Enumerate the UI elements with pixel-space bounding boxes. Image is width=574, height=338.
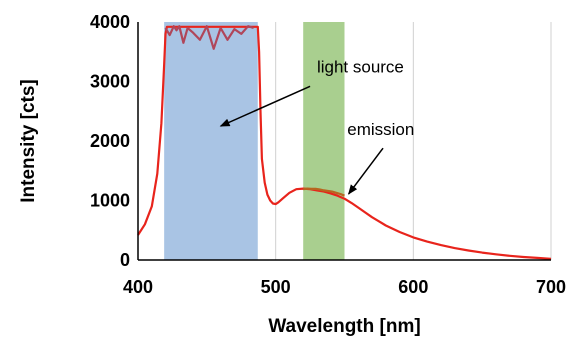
annotations: light source emission — [219, 58, 414, 195]
x-tick-labels: 400 500 600 700 — [123, 277, 566, 297]
highlight-bands — [164, 22, 345, 260]
y-tick-label: 4000 — [90, 12, 130, 32]
vertical-gridlines — [275, 22, 552, 260]
x-tick-label: 600 — [398, 277, 428, 297]
x-tick-label: 400 — [123, 277, 153, 297]
annotation-arrow — [348, 147, 384, 195]
y-tick-labels: 0 1000 2000 3000 4000 — [90, 12, 130, 270]
band-1 — [303, 22, 345, 260]
y-tick-label: 2000 — [90, 131, 130, 151]
x-tick-label: 500 — [261, 277, 291, 297]
x-axis-title: Wavelength [nm] — [268, 316, 420, 337]
annotation-arrow — [219, 85, 311, 127]
series-line-2 — [303, 187, 345, 197]
axes — [137, 22, 551, 261]
annotation-label: emission — [347, 120, 414, 139]
y-axis-title: Intensity [cts] — [18, 79, 39, 203]
x-tick-label: 700 — [536, 277, 566, 297]
series-line-1 — [164, 25, 254, 50]
band-0 — [164, 22, 258, 260]
series-lines — [137, 25, 552, 260]
y-tick-label: 1000 — [90, 191, 130, 211]
annotation-label: light source — [317, 58, 404, 77]
y-tick-label: 3000 — [90, 72, 130, 92]
y-tick-label: 0 — [120, 250, 130, 270]
